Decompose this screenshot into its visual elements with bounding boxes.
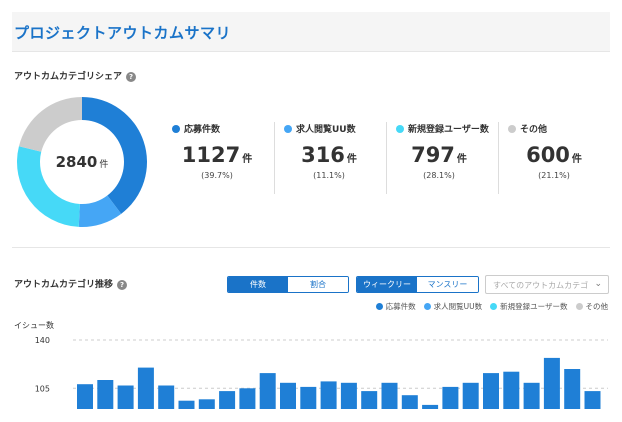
donut-svg — [16, 97, 147, 227]
stat-label: その他 — [520, 125, 548, 135]
stat-percent: (11.1%) — [313, 171, 345, 180]
bar[interactable] — [239, 388, 256, 409]
legend-item[interactable]: 求人閲覧UU数 — [423, 301, 483, 312]
bar[interactable] — [543, 357, 560, 409]
help-icon[interactable]: ? — [117, 279, 128, 290]
stat-label: 新規登録ユーザー数 — [408, 125, 489, 135]
donut-slice[interactable] — [18, 97, 82, 152]
stat-dot — [508, 125, 516, 133]
donut-center: 2840 件 — [16, 152, 148, 171]
donut-slice[interactable] — [82, 97, 147, 214]
bar[interactable] — [198, 399, 215, 409]
stat-label: 応募件数 — [184, 125, 221, 135]
weekly-button[interactable]: ウィークリー — [357, 277, 417, 292]
chart-legend: 応募件数 求人閲覧UU数 新規登録ユーザー数 その他 — [375, 301, 609, 312]
bar[interactable] — [483, 373, 499, 409]
stat-label: 求人閲覧UU数 — [296, 125, 356, 135]
bar[interactable] — [584, 391, 601, 409]
stat-value: 797 — [411, 143, 455, 167]
chevron-down-icon: ⌄ — [594, 279, 602, 289]
legend-label: 新規登録ユーザー数 — [500, 302, 568, 311]
bar[interactable] — [564, 369, 581, 409]
bar[interactable] — [340, 382, 357, 409]
trend-bar-chart: イシュー数 140 105 — [14, 320, 608, 410]
stat-new-users: 新規登録ユーザー数 797 件 (28.1%) — [396, 122, 494, 202]
stat-divider — [274, 122, 275, 194]
stat-dot — [396, 125, 404, 133]
period-toggle: ウィークリー マンスリー — [356, 276, 479, 293]
bar[interactable] — [422, 404, 439, 409]
bar[interactable] — [137, 367, 154, 409]
trend-section-title: アウトカムカテゴリ推移? — [14, 277, 128, 290]
bar[interactable] — [401, 395, 418, 409]
category-select-placeholder: すべてのアウトカムカテゴリ — [493, 281, 589, 290]
stat-divider — [386, 122, 387, 194]
bar[interactable] — [442, 386, 459, 409]
title-bar: プロジェクトアウトカムサマリ — [12, 12, 610, 52]
y-tick-label: 105 — [35, 384, 50, 393]
mode-toggle: 件数 割合 — [227, 276, 349, 293]
legend-dot — [575, 303, 583, 310]
bar[interactable] — [178, 400, 195, 409]
stat-other: その他 600 件 (21.1%) — [508, 122, 600, 202]
stat-unit: 件 — [242, 154, 253, 165]
y-axis-label: イシュー数 — [14, 320, 54, 330]
bar[interactable] — [280, 382, 296, 409]
bar[interactable] — [523, 382, 540, 409]
legend-label: 応募件数 — [385, 302, 416, 311]
bar[interactable] — [300, 386, 317, 409]
donut-unit: 件 — [99, 160, 109, 170]
stat-dot — [172, 125, 180, 133]
y-tick-label: 140 — [35, 336, 50, 345]
stat-percent: (39.7%) — [201, 171, 233, 180]
legend-item[interactable]: その他 — [575, 301, 609, 312]
stat-dot — [284, 125, 292, 133]
bar[interactable] — [361, 391, 378, 409]
legend-dot — [375, 303, 383, 310]
stat-job-view-uu: 求人閲覧UU数 316 件 (11.1%) — [284, 122, 374, 202]
legend-item[interactable]: 新規登録ユーザー数 — [490, 301, 568, 312]
bar[interactable] — [117, 385, 134, 410]
bar[interactable] — [381, 382, 398, 409]
stat-unit: 件 — [346, 154, 357, 165]
bar[interactable] — [77, 384, 93, 409]
category-select[interactable]: すべてのアウトカムカテゴリ ⌄ — [485, 275, 609, 294]
stat-unit: 件 — [571, 154, 582, 165]
bar[interactable] — [320, 381, 337, 409]
share-section-title: アウトカムカテゴリシェア? — [14, 69, 137, 82]
count-mode-button[interactable]: 件数 — [228, 277, 288, 292]
bar[interactable] — [503, 371, 520, 409]
bar[interactable] — [158, 385, 175, 410]
bar[interactable] — [97, 380, 114, 409]
stat-applications: 応募件数 1127 件 (39.7%) — [172, 122, 262, 202]
share-title-text: アウトカムカテゴリシェア — [14, 72, 123, 82]
section-divider — [12, 247, 610, 248]
bar[interactable] — [259, 373, 276, 409]
legend-dot — [490, 303, 498, 310]
legend-label: その他 — [585, 302, 609, 311]
legend-dot — [423, 303, 431, 310]
stat-value: 600 — [526, 143, 570, 167]
stat-percent: (21.1%) — [538, 171, 570, 180]
stat-percent: (28.1%) — [423, 171, 455, 180]
share-donut-chart: 2840 件 — [16, 96, 148, 228]
ratio-mode-button[interactable]: 割合 — [288, 277, 348, 292]
monthly-button[interactable]: マンスリー — [417, 277, 478, 292]
donut-total: 2840 — [55, 153, 98, 171]
stat-value: 316 — [301, 143, 345, 167]
bar[interactable] — [219, 391, 236, 409]
help-icon[interactable]: ? — [126, 71, 137, 82]
donut-slice[interactable] — [78, 195, 122, 227]
page-title: プロジェクトアウトカムサマリ — [14, 24, 232, 42]
bar[interactable] — [462, 382, 479, 409]
legend-label: 求人閲覧UU数 — [433, 302, 483, 311]
stat-divider — [498, 122, 499, 194]
donut-slice[interactable] — [16, 146, 80, 227]
stat-unit: 件 — [456, 154, 467, 165]
legend-item[interactable]: 応募件数 — [375, 301, 416, 312]
stat-value: 1127 — [181, 143, 241, 167]
trend-title-text: アウトカムカテゴリ推移 — [14, 280, 114, 290]
